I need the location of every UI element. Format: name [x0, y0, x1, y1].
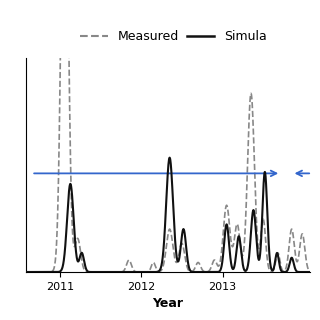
X-axis label: Year: Year — [153, 297, 183, 310]
Legend: Measured, Simula: Measured, Simula — [76, 25, 272, 48]
